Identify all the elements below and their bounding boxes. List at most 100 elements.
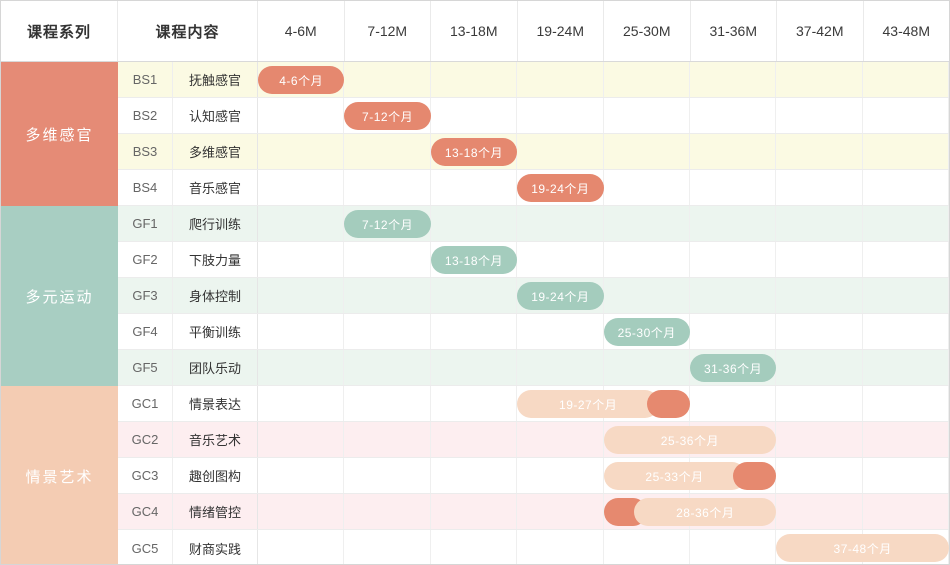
group-label: 情景艺术 [1,386,118,564]
course-name: 爬行训练 [173,206,258,241]
timeline-grid-cell [517,494,604,529]
timeline-grid-cell [517,530,604,564]
timeline-grid-cell [690,170,777,205]
gantt-bar: 25-33个月 [603,462,746,490]
timeline-grid-cell [863,206,949,241]
course-name: 认知感官 [173,98,258,133]
timeline-grid-cell [776,242,863,277]
timeline-grid-cell [344,170,431,205]
course-group: 多元运动 GF1 爬行训练 7-12个月 GF2 下肢力量 13-18个月 GF3 身体控制 19… [1,206,949,386]
timeline-cells: 7-12个月 [258,98,949,133]
timeline-grid-cell [431,386,518,421]
course-code: BS1 [118,62,173,97]
timeline-grid-cell [431,458,518,493]
gantt-bar: 19-24个月 [517,282,604,310]
gantt-bar: 25-30个月 [603,318,690,346]
timeline-grid-cell [863,242,949,277]
timeline-grid-cell [517,314,604,349]
timeline-grid-cell [431,170,518,205]
gantt-bar: 19-24个月 [517,174,604,202]
gantt-bar-cap [733,462,777,490]
timeline-grid-cell [431,314,518,349]
course-group: 情景艺术 GC1 情景表达 19-27个月 GC2 音乐艺术 25-36个月 GC3 趣创图构 2… [1,386,949,564]
course-row: GC2 音乐艺术 25-36个月 [118,422,949,458]
timeline-grid-cell [517,98,604,133]
course-row: GC3 趣创图构 25-33个月 [118,458,949,494]
timeline-grid-cell [344,62,431,97]
gantt-bar: 25-36个月 [603,426,777,454]
course-name: 音乐感官 [173,170,258,205]
course-name: 多维感官 [173,134,258,169]
timeline-grid-cell [604,530,690,564]
timeline-grid-cell [258,494,345,529]
course-name: 趣创图构 [173,458,258,493]
gantt-bar-label: 13-18个月 [444,145,504,160]
timeline-grid-cell [604,170,690,205]
timeline-grid-cell [258,386,345,421]
course-name: 平衡训练 [173,314,258,349]
gantt-bar: 37-48个月 [776,534,949,562]
timeline-grid-cell [863,314,949,349]
timeline-grid-cell [344,458,431,493]
course-name: 音乐艺术 [173,422,258,457]
group-label: 多元运动 [1,206,118,386]
course-code: BS4 [118,170,173,205]
timeline-grid-cell [258,350,345,385]
timeline-grid-cell [517,458,604,493]
timeline-grid-cell [258,242,345,277]
gantt-bar-label: 28-36个月 [676,505,735,520]
timeline-grid-cell [776,134,863,169]
timeline-grid-cell [690,278,777,313]
course-name: 抚触感官 [173,62,258,97]
timeline-cells: 28-36个月 [258,494,949,529]
age-column-header: 31-36M [691,1,777,61]
course-name: 情景表达 [173,386,258,421]
course-row: BS3 多维感官 13-18个月 [118,134,949,170]
age-column-header: 37-42M [777,1,864,61]
gantt-bar: 7-12个月 [344,210,431,238]
gantt-bar: 4-6个月 [258,66,345,94]
course-code: GF1 [118,206,173,241]
gantt-bar-label: 7-12个月 [362,217,414,232]
course-code: BS3 [118,134,173,169]
timeline-cells: 13-18个月 [258,134,949,169]
timeline-grid-cell [776,98,863,133]
timeline-grid-cell [517,242,604,277]
timeline-grid-cell [776,62,863,97]
timeline-grid-cell [517,422,604,457]
timeline-cells: 4-6个月 [258,62,949,97]
gantt-bar-cap [646,390,690,418]
gantt-bar-label: 31-36个月 [703,361,763,376]
timeline-grid-cell [863,386,949,421]
timeline-grid-cell [258,530,345,564]
timeline-grid-cell [776,206,863,241]
timeline-grid-cell [604,134,690,169]
course-row: GC5 财商实践 37-48个月 [118,530,949,564]
age-columns-header: 4-6M 7-12M 13-18M 19-24M 25-30M 31-36M 37-42M 4… [258,1,949,61]
timeline-cells: 7-12个月 [258,206,949,241]
timeline-grid-cell [863,278,949,313]
timeline-grid-cell [258,98,345,133]
age-column-header: 13-18M [431,1,518,61]
gantt-bar-label: 37-48个月 [833,541,892,556]
course-name: 团队乐动 [173,350,258,385]
course-row: GC1 情景表达 19-27个月 [118,386,949,422]
gantt-bar-label: 4-6个月 [279,73,324,88]
timeline-grid-cell [776,386,863,421]
timeline-grid-cell [776,494,863,529]
gantt-bar-label: 19-27个月 [559,397,618,412]
group-rows: GC1 情景表达 19-27个月 GC2 音乐艺术 25-36个月 GC3 趣创图构 25-33… [118,386,949,564]
timeline-grid-cell [258,458,345,493]
timeline-grid-cell [776,350,863,385]
course-row: GF5 团队乐动 31-36个月 [118,350,949,386]
timeline-grid-cell [863,350,949,385]
timeline-grid-cell [258,422,345,457]
timeline-grid-cell [776,422,863,457]
course-name: 财商实践 [173,530,258,564]
timeline-grid-cell [431,62,518,97]
timeline-grid-cell [604,278,690,313]
timeline-grid-cell [258,170,345,205]
timeline-cells: 19-24个月 [258,170,949,205]
timeline-grid-cell [863,458,949,493]
